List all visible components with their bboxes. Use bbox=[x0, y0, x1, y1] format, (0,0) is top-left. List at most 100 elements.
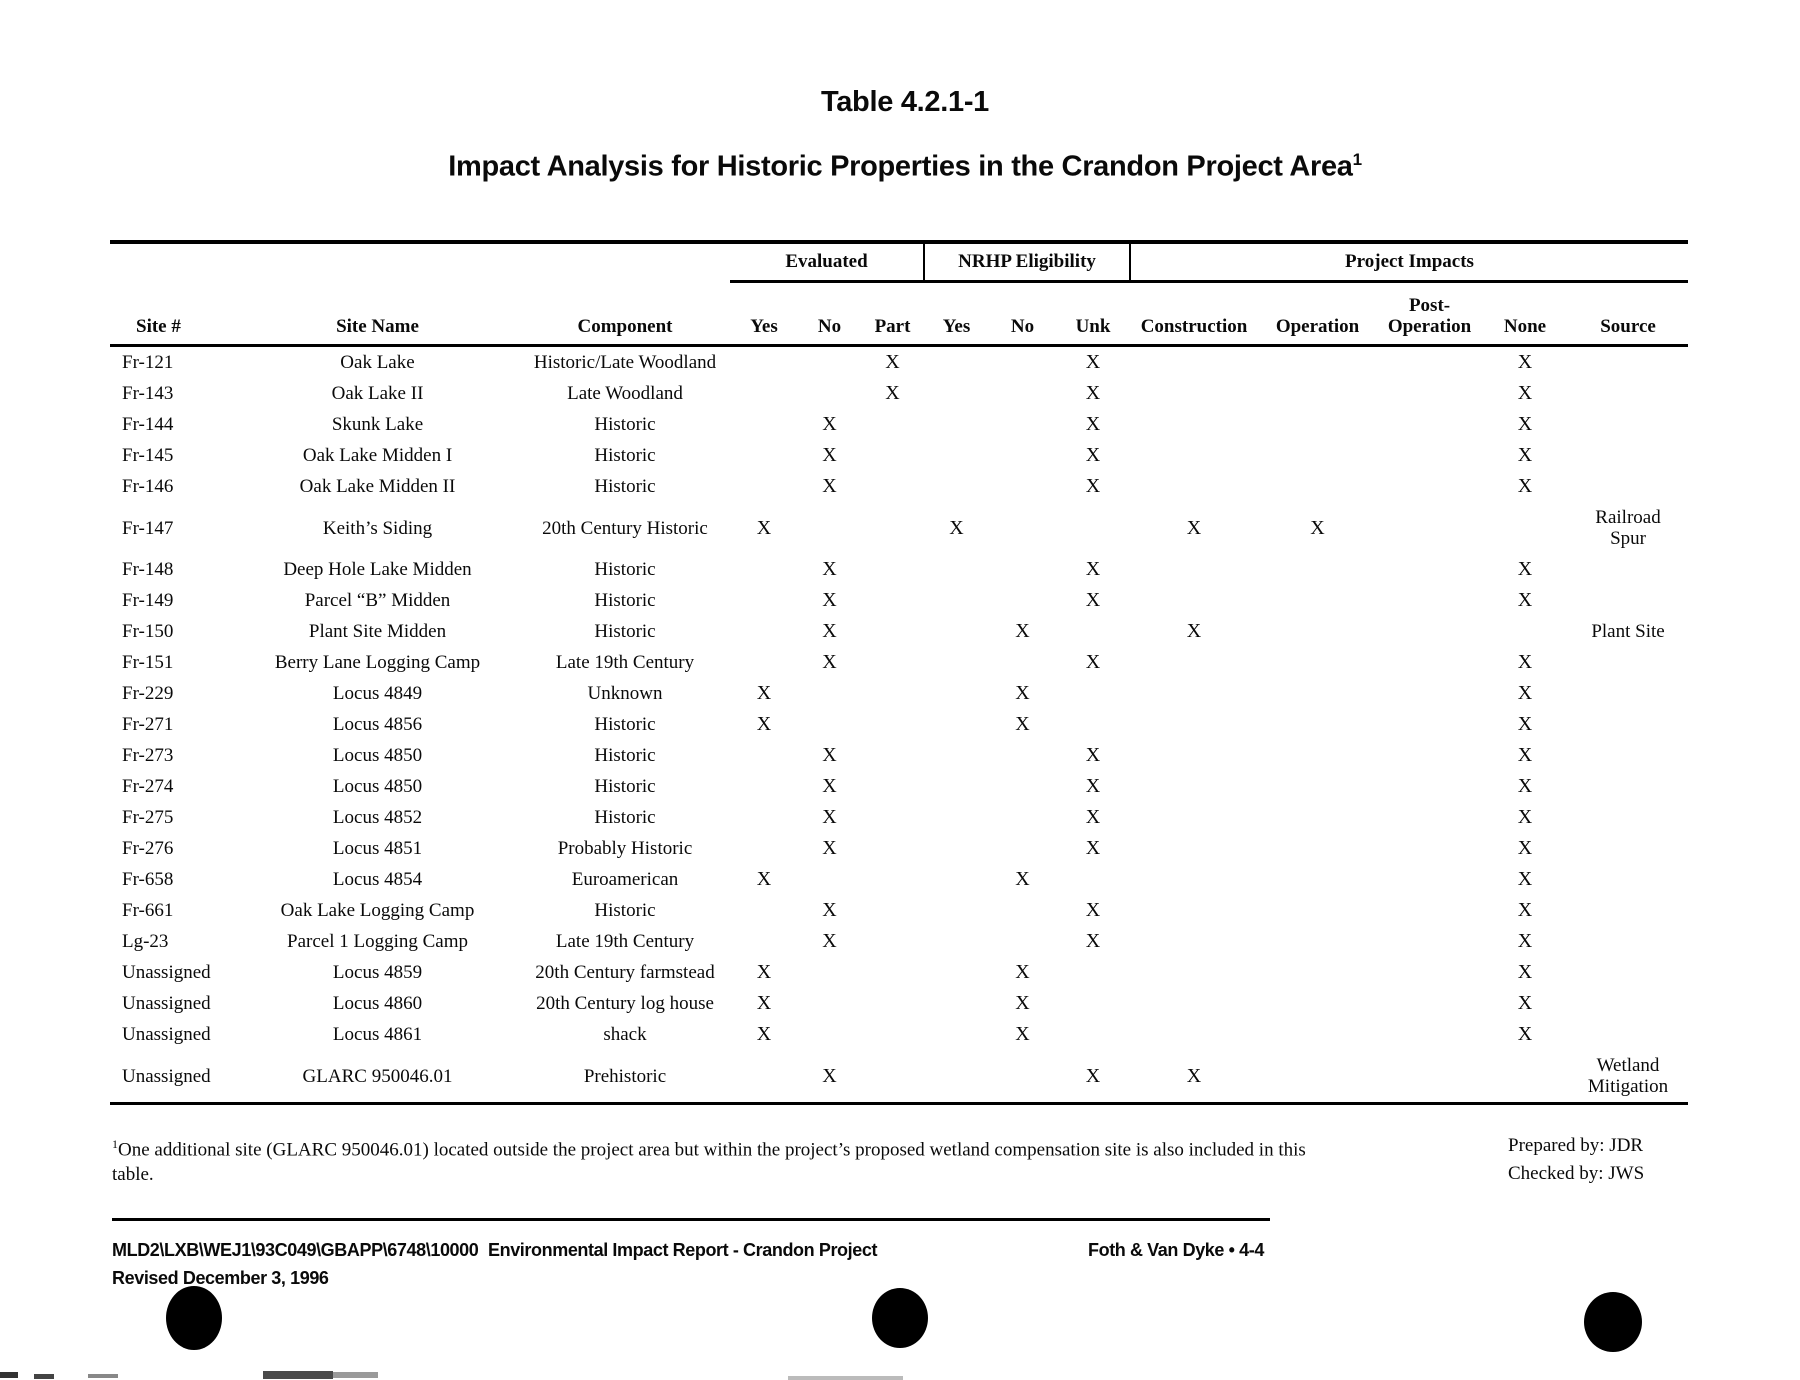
cell-evaluated-part bbox=[861, 709, 924, 740]
cell-site-name: Oak Lake II bbox=[331, 383, 424, 404]
mark-nrhp-unk: X bbox=[1085, 744, 1101, 766]
cell-evaluated-no bbox=[798, 678, 861, 709]
cell-nrhp-yes bbox=[924, 378, 989, 409]
cell-site-name: Deep Hole Lake Midden bbox=[283, 559, 472, 580]
punch-hole bbox=[166, 1286, 222, 1350]
cell-nrhp-unk bbox=[1056, 616, 1130, 647]
mark-evaluated-no: X bbox=[822, 444, 837, 466]
mark-evaluated-yes: X bbox=[756, 992, 772, 1014]
cell-operation bbox=[1258, 346, 1377, 379]
footer-file-path: MLD2\LXB\WEJ1\93C049\GBAPP\6748\10000 bbox=[112, 1240, 479, 1260]
col-component: Component bbox=[520, 281, 730, 347]
cell-site-number: Fr-229 bbox=[122, 683, 174, 704]
cell-nrhp-no bbox=[989, 346, 1056, 379]
mark-nrhp-unk: X bbox=[1085, 806, 1101, 828]
cell-component: Euroamerican bbox=[571, 869, 679, 890]
mark-evaluated-no: X bbox=[822, 899, 837, 921]
cell-component: Historic/Late Woodland bbox=[533, 352, 717, 373]
cell-source bbox=[1568, 1019, 1688, 1050]
cell-operation bbox=[1258, 678, 1377, 709]
mark-nrhp-unk: X bbox=[1085, 589, 1101, 611]
column-header-row: Site # Site Name Component Yes No Part Y… bbox=[110, 281, 1689, 347]
footer-divider bbox=[112, 1218, 1270, 1221]
cell-source bbox=[1568, 709, 1688, 740]
cell-component: Historic bbox=[594, 590, 656, 611]
prepared-by: Prepared by: JDR bbox=[1508, 1135, 1644, 1156]
cell-source bbox=[1568, 988, 1688, 1019]
mark-nrhp-no: X bbox=[1015, 961, 1030, 983]
cell-site-number: Fr-149 bbox=[122, 590, 174, 611]
cell-nrhp-yes bbox=[924, 409, 989, 440]
cell-evaluated-part bbox=[861, 471, 924, 502]
footnote-marker: 1 bbox=[112, 1137, 118, 1151]
mark-nrhp-no: X bbox=[1015, 1023, 1030, 1045]
cell-construction bbox=[1130, 378, 1258, 409]
mark-nrhp-unk: X bbox=[1085, 837, 1101, 859]
cell-nrhp-yes bbox=[924, 988, 989, 1019]
mark-evaluated-yes: X bbox=[756, 713, 772, 735]
cell-component: 20th Century log house bbox=[536, 993, 714, 1014]
cell-component: Late 19th Century bbox=[555, 652, 695, 673]
cell-nrhp-yes bbox=[924, 771, 989, 802]
cell-evaluated-yes bbox=[730, 616, 798, 647]
cell-nrhp-no bbox=[989, 471, 1056, 502]
table-body: Fr-121 Oak Lake Historic/Late Woodland X X X F… bbox=[110, 346, 1689, 1105]
cell-site-number: Fr-148 bbox=[122, 559, 174, 580]
cell-nrhp-no bbox=[989, 585, 1056, 616]
mark-construction: X bbox=[1130, 1050, 1259, 1105]
cell-nrhp-yes bbox=[924, 440, 989, 471]
cell-construction bbox=[1130, 802, 1258, 833]
mark-none: X bbox=[1517, 930, 1533, 952]
col-evaluated-part: Part bbox=[861, 281, 925, 347]
cell-site-name: Locus 4849 bbox=[332, 683, 423, 704]
col-none: None bbox=[1482, 281, 1569, 347]
cell-evaluated-yes bbox=[730, 346, 798, 379]
mark-evaluated-no: X bbox=[822, 475, 837, 497]
cell-site-number: Fr-658 bbox=[122, 869, 174, 890]
cell-component: Historic bbox=[594, 414, 656, 435]
cell-component: Late 19th Century bbox=[555, 931, 695, 952]
table-row: Unassigned Locus 4859 20th Century farmste… bbox=[110, 957, 1688, 988]
scan-artifact bbox=[788, 1376, 903, 1380]
cell-operation bbox=[1258, 833, 1377, 864]
scan-artifact bbox=[88, 1374, 118, 1378]
table-row: Fr-229 Locus 4849 Unknown X X X bbox=[110, 678, 1688, 709]
cell-nrhp-no bbox=[989, 926, 1056, 957]
cell-evaluated-no bbox=[798, 346, 861, 379]
cell-operation bbox=[1258, 440, 1377, 471]
table-row: Fr-149 Parcel “B” Midden Historic X X X bbox=[110, 585, 1688, 616]
cell-evaluated-yes bbox=[730, 440, 798, 471]
cell-post-operation bbox=[1377, 616, 1482, 647]
cell-component: 20th Century farmstead bbox=[535, 962, 715, 983]
cell-nrhp-no bbox=[989, 409, 1056, 440]
cell-nrhp-yes bbox=[924, 740, 989, 771]
mark-evaluated-yes: X bbox=[756, 961, 772, 983]
cell-evaluated-part bbox=[861, 502, 924, 554]
scan-artifact bbox=[0, 1372, 18, 1378]
footnote-text: One additional site (GLARC 950046.01) lo… bbox=[112, 1139, 1306, 1186]
cell-site-number: Unassigned bbox=[122, 962, 211, 983]
cell-evaluated-part bbox=[861, 647, 924, 678]
cell-site-name: Oak Lake Midden I bbox=[302, 445, 453, 466]
cell-post-operation bbox=[1377, 409, 1482, 440]
cell-site-name: Locus 4850 bbox=[332, 745, 423, 766]
cell-site-number: Lg-23 bbox=[122, 931, 169, 952]
mark-operation: X bbox=[1310, 516, 1325, 539]
mark-nrhp-no: X bbox=[1015, 620, 1030, 642]
table-row: Fr-151 Berry Lane Logging Camp Late 19th C… bbox=[110, 647, 1688, 678]
cell-site-name: Keith’s Siding bbox=[322, 517, 433, 539]
cell-source bbox=[1568, 895, 1688, 926]
table-row: Fr-150 Plant Site Midden Historic X X X Plant … bbox=[110, 616, 1688, 647]
cell-evaluated-part bbox=[861, 864, 924, 895]
mark-evaluated-no: X bbox=[822, 837, 837, 859]
cell-post-operation bbox=[1377, 585, 1482, 616]
table-row: Fr-146 Oak Lake Midden II Historic X X X bbox=[110, 471, 1688, 502]
cell-component: Historic bbox=[594, 476, 656, 497]
cell-evaluated-yes bbox=[730, 895, 798, 926]
cell-component: Prehistoric bbox=[520, 1050, 730, 1105]
cell-site-number: Fr-147 bbox=[122, 517, 174, 539]
mark-nrhp-unk: X bbox=[1085, 930, 1101, 952]
cell-source bbox=[1568, 378, 1688, 409]
cell-operation bbox=[1258, 1019, 1377, 1050]
mark-none: X bbox=[1517, 899, 1533, 921]
